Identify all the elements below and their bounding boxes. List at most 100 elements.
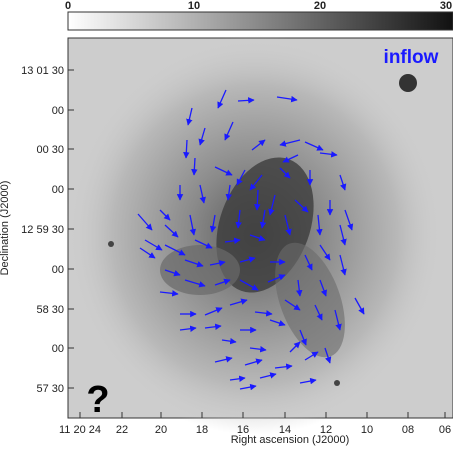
velocity-arrow xyxy=(209,214,217,233)
velocity-arrow xyxy=(239,256,256,263)
question-mark: ? xyxy=(86,379,109,421)
velocity-arrow xyxy=(159,209,171,221)
x-ticks: 11 20 24 22 20 18 16 14 12 10 08 06 xyxy=(59,412,451,436)
velocity-arrow xyxy=(294,199,309,213)
velocity-arrow xyxy=(284,299,301,311)
velocity-arrow xyxy=(199,184,206,204)
velocity-arrow xyxy=(144,239,163,251)
velocity-arrow xyxy=(259,372,277,379)
velocity-arrow xyxy=(237,97,255,104)
velocity-arrow xyxy=(274,363,293,370)
x-tick-label: 08 xyxy=(402,424,414,436)
colorbar-tick-label: 30 xyxy=(440,0,452,12)
velocity-arrow xyxy=(259,209,267,229)
velocity-arrow xyxy=(204,323,222,330)
velocity-arrow xyxy=(249,234,266,242)
velocity-arrow xyxy=(254,189,261,211)
velocity-arrow xyxy=(225,184,232,201)
velocity-arrow xyxy=(217,89,227,109)
velocity-arrow xyxy=(186,107,193,126)
y-tick-label: 12 59 30 xyxy=(21,224,64,236)
velocity-arrow xyxy=(254,310,273,317)
velocity-arrow xyxy=(316,214,323,236)
velocity-arrow xyxy=(189,214,197,236)
y-ticks: 13 01 30 00 00 30 00 12 59 30 00 58 30 00 57 30 xyxy=(21,65,74,395)
velocity-arrow xyxy=(282,154,299,163)
x-tick-label: 10 xyxy=(361,424,373,436)
velocity-arrow xyxy=(269,319,286,327)
y-axis-title: Declination (J2000) xyxy=(0,181,11,276)
colorbar-tick-label: 10 xyxy=(188,0,200,12)
velocity-arrow xyxy=(339,224,347,246)
velocity-arrow xyxy=(319,244,331,261)
velocity-arrow xyxy=(221,337,237,345)
y-tick-label: 58 30 xyxy=(36,304,64,316)
velocity-arrow xyxy=(314,304,323,321)
velocity-arrow xyxy=(184,259,204,268)
y-tick-label: 00 xyxy=(52,264,64,276)
x-tick-label: 12 xyxy=(320,424,332,436)
velocity-arrow xyxy=(251,139,266,151)
velocity-arrow xyxy=(164,224,179,238)
velocity-arrow xyxy=(299,329,307,346)
velocity-arrow xyxy=(179,325,197,332)
velocity-arrow xyxy=(209,259,226,267)
velocity-arrow xyxy=(276,95,298,103)
velocity-arrow xyxy=(224,121,234,141)
x-tick-label: 22 xyxy=(116,424,128,436)
y-tick-label: 57 30 xyxy=(36,383,64,395)
inflow-label: inflow xyxy=(384,47,439,68)
velocity-arrow xyxy=(236,169,246,186)
velocity-arrow xyxy=(224,237,241,244)
galaxy xyxy=(65,35,445,435)
colorbar-ticks: 0 10 20 30 xyxy=(65,0,452,12)
velocity-arrow xyxy=(249,346,267,353)
x-tick-label: 20 xyxy=(155,424,167,436)
y-tick-label: 00 xyxy=(52,343,64,355)
velocity-arrow xyxy=(214,278,231,286)
x-tick-label: 14 xyxy=(279,424,291,436)
velocity-arrow xyxy=(137,213,153,231)
velocity-arrow xyxy=(164,244,186,256)
velocity-arrow xyxy=(191,157,198,176)
velocity-arrow xyxy=(344,209,354,231)
colorbar xyxy=(67,11,453,31)
velocity-arrow xyxy=(284,214,292,236)
velocity-vectors xyxy=(137,89,365,391)
velocity-arrow xyxy=(319,151,338,158)
velocity-arrow xyxy=(184,279,206,288)
velocity-arrow xyxy=(204,307,223,316)
velocity-arrow xyxy=(279,139,301,147)
velocity-arrow xyxy=(334,309,342,331)
velocity-arrow xyxy=(235,209,242,229)
velocity-arrow xyxy=(289,341,301,353)
velocity-arrow xyxy=(139,247,156,259)
y-tick-label: 00 xyxy=(52,184,64,196)
y-tick-label: 00 xyxy=(52,105,64,117)
y-tick-label: 13 01 30 xyxy=(21,65,64,77)
x-tick-label: 06 xyxy=(439,424,451,436)
velocity-arrow xyxy=(239,383,257,391)
velocity-arrow xyxy=(296,279,303,297)
velocity-arrow xyxy=(244,358,263,366)
velocity-arrow xyxy=(304,254,313,271)
x-tick-label: 11 20 24 xyxy=(59,424,101,436)
velocity-arrow xyxy=(249,174,263,191)
velocity-arrow xyxy=(339,174,347,191)
velocity-arrow xyxy=(339,254,347,276)
velocity-arrow xyxy=(304,351,319,361)
velocity-arrow xyxy=(214,356,233,363)
colorbar-tick-label: 20 xyxy=(314,0,326,12)
x-tick-label: 16 xyxy=(237,424,249,436)
y-tick-label: 00 30 xyxy=(36,144,64,156)
velocity-arrow xyxy=(354,297,365,315)
x-tick-label: 18 xyxy=(196,424,208,436)
velocity-arrow xyxy=(214,166,233,176)
velocity-arrow xyxy=(304,141,324,151)
velocity-arrow xyxy=(268,194,276,216)
velocity-arrow xyxy=(229,375,246,382)
velocity-arrow xyxy=(279,167,291,179)
x-axis-title: Right ascension (J2000) xyxy=(231,434,350,446)
velocity-arrow xyxy=(159,290,179,297)
